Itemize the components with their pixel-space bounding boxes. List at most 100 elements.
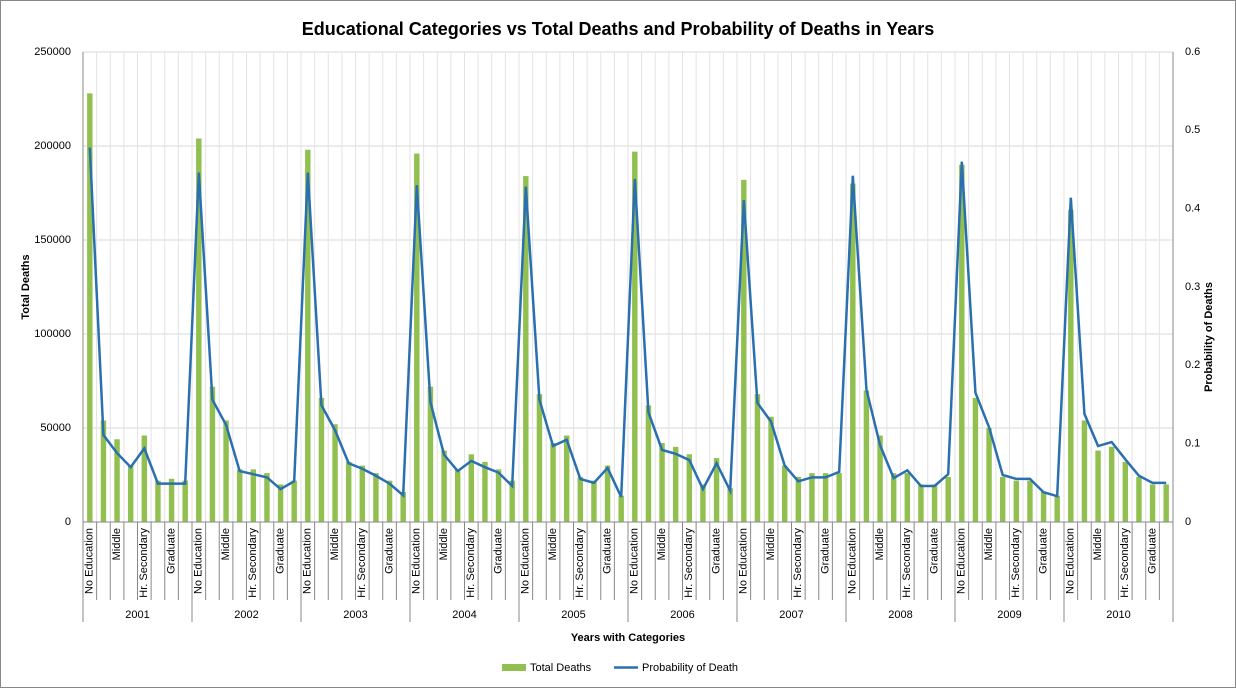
y2-tick-label: 0.3 (1185, 281, 1200, 293)
x-tick-label: Graduate (1146, 528, 1158, 574)
legend-swatch (502, 664, 526, 671)
group-label: 2010 (1106, 609, 1130, 621)
group-label: 2001 (125, 609, 149, 621)
x-tick-label: Middle (983, 528, 995, 560)
bar (127, 465, 134, 522)
bar (509, 480, 515, 522)
x-tick-label: Hr. Secondary (356, 528, 368, 598)
bar (659, 443, 665, 522)
bar (87, 93, 93, 523)
y-tick-label: 150000 (34, 234, 71, 246)
bar (863, 390, 870, 522)
group-label: 2004 (452, 609, 476, 621)
x-tick-label: Graduate (601, 528, 613, 574)
y2-tick-label: 0.1 (1185, 438, 1200, 450)
bar (550, 443, 556, 522)
bar (877, 435, 883, 522)
bar (441, 450, 447, 522)
bar (781, 465, 788, 522)
bar (305, 149, 311, 522)
bar (427, 386, 434, 522)
x-tick-label: Hr. Secondary (792, 528, 804, 598)
x-tick-label: Middle (765, 528, 777, 560)
bar (277, 484, 284, 522)
bar (209, 386, 216, 522)
bar (713, 458, 720, 522)
bar (182, 480, 188, 522)
bar (945, 476, 951, 522)
bar (168, 478, 175, 522)
bar (1163, 484, 1169, 522)
x-tick-label: Middle (111, 528, 123, 560)
y-tick-label: 0 (65, 516, 71, 528)
bar (359, 465, 366, 522)
bar (904, 473, 911, 522)
group-label: 2003 (343, 609, 367, 621)
bar (250, 469, 257, 522)
bar (1054, 495, 1060, 522)
bar (986, 428, 992, 522)
x-tick-label: Middle (329, 528, 341, 560)
bar (754, 394, 761, 522)
bar (632, 151, 638, 522)
bar (686, 454, 693, 522)
x-tick-label: Hr. Secondary (1119, 528, 1131, 598)
y2-tick-label: 0.5 (1185, 124, 1200, 136)
bar (114, 439, 120, 522)
y-tick-label: 250000 (34, 46, 71, 58)
bar (972, 397, 979, 522)
x-tick-label: Middle (438, 528, 450, 560)
bar (318, 397, 325, 522)
x-tick-label: Hr. Secondary (901, 528, 913, 598)
bar (836, 473, 842, 522)
bar (100, 420, 107, 522)
bar (1136, 476, 1142, 522)
bar (959, 164, 965, 523)
x-tick-label: No Education (520, 528, 532, 594)
x-tick-label: Hr. Secondary (574, 528, 586, 598)
x-tick-label: No Education (956, 528, 968, 594)
x-tick-label: Graduate (1037, 528, 1049, 574)
bar (386, 480, 393, 522)
bar (236, 469, 243, 522)
bar (1013, 480, 1020, 522)
bar (468, 454, 475, 522)
bar (1149, 484, 1156, 522)
y2-tick-label: 0.4 (1185, 203, 1200, 215)
bar (850, 183, 856, 522)
x-tick-label: Middle (220, 528, 232, 560)
x-tick-label: Hr. Secondary (683, 528, 695, 598)
y2-axis-title: Probability of Deaths (1203, 282, 1215, 392)
bar (523, 176, 529, 522)
y-axis-title: Total Deaths (20, 254, 32, 319)
bar (155, 480, 161, 522)
bar (1122, 461, 1129, 522)
bar (264, 473, 270, 522)
x-tick-label: Graduate (383, 528, 395, 574)
x-tick-label: Graduate (492, 528, 504, 574)
bar (400, 491, 406, 522)
x-tick-label: Middle (656, 528, 668, 560)
legend-label: Probability of Death (642, 662, 738, 674)
bar (291, 480, 297, 522)
legend-label: Total Deaths (530, 662, 592, 674)
bar (931, 484, 938, 522)
x-tick-label: No Education (1065, 528, 1077, 594)
y-tick-label: 50000 (40, 422, 71, 434)
x-tick-label: Graduate (274, 528, 286, 574)
x-tick-label: No Education (738, 528, 750, 594)
group-label: 2007 (779, 609, 803, 621)
bar (999, 476, 1006, 522)
bar (1027, 480, 1033, 522)
bar (196, 138, 202, 523)
bar (741, 179, 747, 522)
y2-tick-label: 0 (1185, 516, 1191, 528)
x-tick-label: Middle (547, 528, 559, 560)
x-tick-label: Graduate (819, 528, 831, 574)
x-tick-label: No Education (847, 528, 859, 594)
bar (563, 435, 570, 522)
y-tick-label: 200000 (34, 140, 71, 152)
bar (645, 405, 652, 522)
